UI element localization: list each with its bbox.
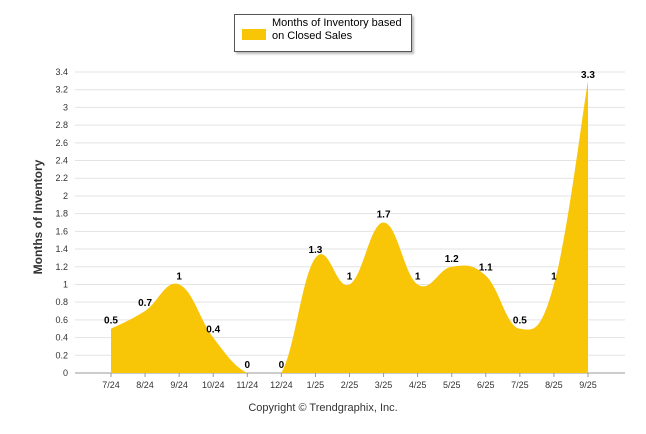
data-label: 1.3 <box>308 245 322 256</box>
y-axis-label: Months of Inventory <box>31 159 45 274</box>
y-tick-label: 2 <box>63 191 68 201</box>
x-tick-label: 4/25 <box>409 380 427 390</box>
series-area <box>111 80 588 374</box>
y-tick-label: 3.2 <box>55 85 68 95</box>
legend: Months of Inventory based on Closed Sale… <box>234 14 412 52</box>
data-label: 1.1 <box>479 263 493 274</box>
x-tick-label: 3/25 <box>375 380 393 390</box>
data-label: 1 <box>415 271 421 282</box>
y-tick-label: 2.4 <box>55 156 68 166</box>
y-tick-label: 1.4 <box>55 244 68 254</box>
y-tick-label: 0.4 <box>55 333 68 343</box>
x-tick-label: 1/25 <box>307 380 325 390</box>
y-tick-label: 0.8 <box>55 297 68 307</box>
data-label: 0.5 <box>513 316 527 327</box>
x-tick-label: 7/25 <box>511 380 529 390</box>
y-tick-label: 0.2 <box>55 350 68 360</box>
y-tick-label: 1.8 <box>55 209 68 219</box>
data-label: 1 <box>347 271 353 282</box>
y-tick-label: 0.6 <box>55 315 68 325</box>
x-tick-label: 10/24 <box>202 380 225 390</box>
y-tick-label: 2.6 <box>55 138 68 148</box>
x-tick-label: 8/25 <box>545 380 563 390</box>
y-tick-label: 1.2 <box>55 262 68 272</box>
y-tick-label: 3 <box>63 102 68 112</box>
y-tick-label: 1.6 <box>55 226 68 236</box>
data-label: 0 <box>279 360 285 371</box>
data-label: 0.7 <box>138 298 152 309</box>
x-tick-label: 9/25 <box>579 380 597 390</box>
data-label: 1 <box>176 271 182 282</box>
y-tick-label: 1 <box>63 279 68 289</box>
data-label: 0.5 <box>104 316 118 327</box>
x-tick-label: 2/25 <box>341 380 359 390</box>
x-tick-label: 12/24 <box>270 380 293 390</box>
x-axis-ticks: 7/24 8/24 9/24 10/24 11/24 12/24 1/25 2/25 3/25 4… <box>102 373 597 390</box>
x-tick-label: 8/24 <box>136 380 154 390</box>
data-labels: 0.5 0.7 1 0.4 0 0 1.3 1 1.7 1 1.2 1.1 0.5 1 3.3 <box>104 70 595 371</box>
data-label: 1.2 <box>445 254 459 265</box>
x-tick-label: 7/24 <box>102 380 120 390</box>
y-tick-label: 2.2 <box>55 173 68 183</box>
data-label: 0 <box>245 360 251 371</box>
data-label: 3.3 <box>581 70 595 81</box>
x-tick-label: 5/25 <box>443 380 461 390</box>
grid <box>75 71 625 374</box>
y-tick-label: 0 <box>63 368 68 378</box>
data-label: 1.7 <box>377 210 391 221</box>
y-axis-ticks: 0 0.2 0.4 0.6 0.8 1 1.2 1.4 1.6 1.8 2 2.2 2.4 2.6 2.8 3… <box>55 67 68 378</box>
data-label: 0.4 <box>206 325 220 336</box>
copyright-text: Copyright © Trendgraphix, Inc. <box>248 402 398 414</box>
y-tick-label: 3.4 <box>55 67 68 77</box>
y-tick-label: 2.8 <box>55 120 68 130</box>
x-tick-label: 11/24 <box>236 380 258 390</box>
area-fill <box>111 80 588 374</box>
legend-swatch <box>242 29 266 40</box>
legend-label: Months of Inventory based on Closed Sale… <box>272 17 402 42</box>
x-tick-label: 9/24 <box>170 380 188 390</box>
data-label: 1 <box>551 271 557 282</box>
x-tick-label: 6/25 <box>477 380 495 390</box>
